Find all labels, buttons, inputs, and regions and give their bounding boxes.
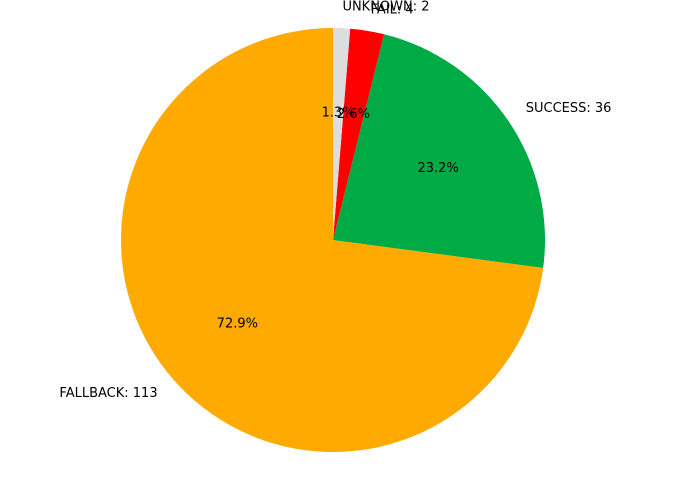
pie-slice-success (333, 34, 545, 268)
labels-layer: FALLBACK: 113 72.9% SUCCESS: 36 23.2% FAIL: … (59, 0, 611, 401)
pie-slice-fallback (120, 28, 544, 452)
slice-percent-unknown: 1.3% (322, 105, 355, 120)
slice-percent-fallback: 72.9% (217, 316, 258, 331)
pie-slice-unknown (333, 28, 351, 240)
slice-label-unknown: UNKNOWN: 2 (342, 0, 429, 14)
pie-slice-fail (333, 28, 385, 241)
slice-label-success: SUCCESS: 36 (526, 101, 612, 116)
slice-label-fallback: FALLBACK: 113 (59, 386, 157, 401)
slice-percent-fail: 2.6% (337, 107, 370, 122)
slice-label-fail: FAIL: 4 (371, 2, 414, 17)
slices-layer (120, 28, 545, 452)
slice-percent-success: 23.2% (417, 161, 458, 176)
